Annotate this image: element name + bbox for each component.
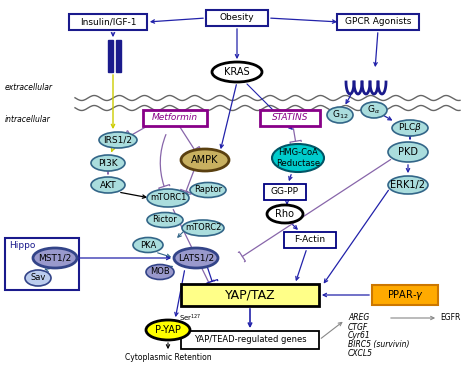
Ellipse shape bbox=[327, 107, 353, 123]
Text: AKT: AKT bbox=[100, 180, 116, 190]
Text: GG-PP: GG-PP bbox=[271, 188, 299, 197]
Ellipse shape bbox=[361, 102, 387, 118]
Ellipse shape bbox=[388, 176, 428, 194]
Ellipse shape bbox=[182, 220, 224, 236]
Text: P-YAP: P-YAP bbox=[155, 325, 181, 335]
Text: STATINS: STATINS bbox=[272, 114, 308, 123]
Text: HMG-CoA
Reductase: HMG-CoA Reductase bbox=[276, 148, 320, 168]
Text: Ser$^{127}$: Ser$^{127}$ bbox=[179, 312, 201, 324]
Text: mTORC1: mTORC1 bbox=[150, 194, 186, 203]
Text: extracellular: extracellular bbox=[5, 83, 53, 92]
FancyBboxPatch shape bbox=[181, 331, 319, 349]
Ellipse shape bbox=[181, 149, 229, 171]
Text: AREG: AREG bbox=[348, 314, 369, 323]
FancyBboxPatch shape bbox=[69, 14, 147, 30]
Text: BIRC5 (survivin): BIRC5 (survivin) bbox=[348, 341, 410, 350]
Ellipse shape bbox=[25, 270, 51, 286]
Text: Obesity: Obesity bbox=[219, 14, 255, 23]
Ellipse shape bbox=[267, 205, 303, 223]
Text: PLC$\beta$: PLC$\beta$ bbox=[398, 121, 422, 135]
Ellipse shape bbox=[212, 62, 262, 82]
Text: G$_{12}$: G$_{12}$ bbox=[332, 109, 348, 121]
FancyBboxPatch shape bbox=[206, 10, 268, 26]
Ellipse shape bbox=[91, 155, 125, 171]
FancyBboxPatch shape bbox=[372, 285, 438, 305]
Text: ERK1/2: ERK1/2 bbox=[391, 180, 426, 190]
Text: Hippo: Hippo bbox=[9, 241, 36, 250]
Ellipse shape bbox=[147, 212, 183, 227]
Text: Rictor: Rictor bbox=[153, 215, 177, 224]
Text: MST1/2: MST1/2 bbox=[38, 253, 72, 262]
Text: YAP/TAZ: YAP/TAZ bbox=[225, 288, 275, 302]
Ellipse shape bbox=[147, 189, 189, 207]
Text: PKA: PKA bbox=[140, 241, 156, 250]
Text: CTGF: CTGF bbox=[348, 323, 368, 332]
Text: G$_{\alpha}$: G$_{\alpha}$ bbox=[367, 104, 381, 116]
Ellipse shape bbox=[33, 248, 77, 268]
Ellipse shape bbox=[190, 182, 226, 197]
FancyBboxPatch shape bbox=[264, 184, 306, 200]
Text: F-Actin: F-Actin bbox=[294, 235, 326, 244]
FancyBboxPatch shape bbox=[284, 232, 336, 248]
Ellipse shape bbox=[392, 120, 428, 136]
Ellipse shape bbox=[146, 264, 174, 279]
Bar bbox=[116, 40, 121, 72]
FancyBboxPatch shape bbox=[181, 284, 319, 306]
Text: intracellular: intracellular bbox=[5, 115, 51, 124]
Ellipse shape bbox=[174, 248, 218, 268]
Text: PKD: PKD bbox=[398, 147, 418, 157]
Text: YAP/TEAD-regulated genes: YAP/TEAD-regulated genes bbox=[194, 335, 306, 344]
FancyBboxPatch shape bbox=[260, 110, 320, 126]
Ellipse shape bbox=[146, 320, 190, 340]
Text: Metformin: Metformin bbox=[152, 114, 198, 123]
Text: LATS1/2: LATS1/2 bbox=[178, 253, 214, 262]
Ellipse shape bbox=[272, 144, 324, 172]
Bar bbox=[108, 40, 113, 72]
Ellipse shape bbox=[388, 142, 428, 162]
Text: PPAR-$\gamma$: PPAR-$\gamma$ bbox=[386, 288, 423, 302]
Ellipse shape bbox=[91, 177, 125, 193]
Text: IRS1/2: IRS1/2 bbox=[103, 135, 133, 144]
FancyBboxPatch shape bbox=[5, 238, 79, 290]
Text: CXCL5: CXCL5 bbox=[348, 350, 373, 358]
Text: Cyr61: Cyr61 bbox=[348, 332, 371, 341]
Text: KRAS: KRAS bbox=[224, 67, 250, 77]
Text: Raptor: Raptor bbox=[194, 185, 222, 194]
FancyBboxPatch shape bbox=[143, 110, 207, 126]
Text: Sav: Sav bbox=[30, 273, 46, 282]
Text: Rho: Rho bbox=[275, 209, 294, 219]
Text: mTORC2: mTORC2 bbox=[185, 223, 221, 232]
Ellipse shape bbox=[133, 238, 163, 253]
FancyBboxPatch shape bbox=[337, 14, 419, 30]
Text: AMPK: AMPK bbox=[191, 155, 219, 165]
Text: GPCR Agonists: GPCR Agonists bbox=[345, 18, 411, 26]
Text: Insulin/IGF-1: Insulin/IGF-1 bbox=[80, 18, 136, 26]
Ellipse shape bbox=[99, 132, 137, 148]
Text: PI3K: PI3K bbox=[98, 159, 118, 167]
Text: EGFR: EGFR bbox=[440, 314, 460, 323]
Text: Cytoplasmic Retention: Cytoplasmic Retention bbox=[125, 353, 211, 362]
Text: MOB: MOB bbox=[150, 267, 170, 276]
